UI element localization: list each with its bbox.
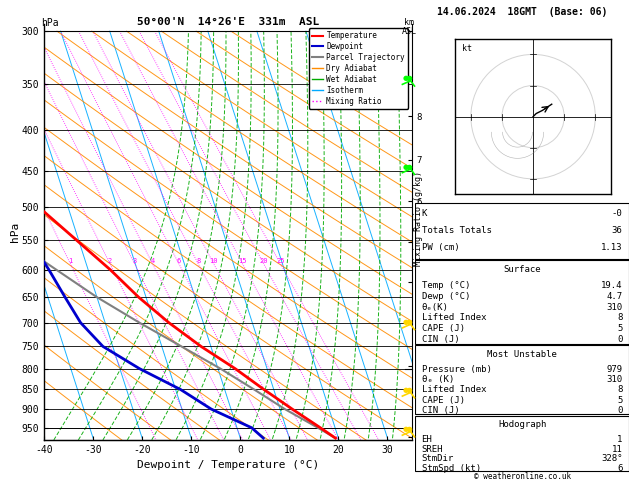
Text: -0: -0 <box>612 209 623 218</box>
Text: 10: 10 <box>209 258 218 264</box>
Text: ●: ● <box>403 75 409 82</box>
Bar <box>415 260 629 344</box>
Legend: Temperature, Dewpoint, Parcel Trajectory, Dry Adiabat, Wet Adiabat, Isotherm, Mi: Temperature, Dewpoint, Parcel Trajectory… <box>309 28 408 109</box>
Bar <box>415 203 629 259</box>
Text: CIN (J): CIN (J) <box>421 406 459 415</box>
Text: Surface: Surface <box>503 265 541 275</box>
Text: 6: 6 <box>177 258 181 264</box>
Text: 50°00'N  14°26'E  331m  ASL: 50°00'N 14°26'E 331m ASL <box>137 17 319 27</box>
Text: 20: 20 <box>260 258 268 264</box>
Text: 5: 5 <box>617 324 623 333</box>
Text: 25: 25 <box>276 258 285 264</box>
Text: 4.7: 4.7 <box>606 292 623 301</box>
Text: 1: 1 <box>68 258 72 264</box>
Text: StmSpd (kt): StmSpd (kt) <box>421 464 481 473</box>
Text: SREH: SREH <box>421 445 443 454</box>
Text: LCL: LCL <box>416 364 431 373</box>
Text: θₑ (K): θₑ (K) <box>421 375 454 384</box>
Text: CAPE (J): CAPE (J) <box>421 396 465 405</box>
Text: 1: 1 <box>617 435 623 444</box>
Text: Most Unstable: Most Unstable <box>487 350 557 359</box>
Text: © weatheronline.co.uk: © weatheronline.co.uk <box>474 472 571 481</box>
Text: Lifted Index: Lifted Index <box>421 385 486 395</box>
Text: PW (cm): PW (cm) <box>421 243 459 252</box>
Text: 6: 6 <box>617 464 623 473</box>
Text: 19.4: 19.4 <box>601 281 623 290</box>
Text: 310: 310 <box>606 302 623 312</box>
Text: 1.13: 1.13 <box>601 243 623 252</box>
Text: ●: ● <box>403 164 409 170</box>
Text: 36: 36 <box>612 226 623 235</box>
Text: 11: 11 <box>612 445 623 454</box>
Text: km
ASL: km ASL <box>401 18 416 36</box>
Text: 14.06.2024  18GMT  (Base: 06): 14.06.2024 18GMT (Base: 06) <box>437 7 607 17</box>
Text: 2: 2 <box>108 258 112 264</box>
Text: 0: 0 <box>617 335 623 344</box>
Text: EH: EH <box>421 435 432 444</box>
Text: ●: ● <box>403 387 409 393</box>
Bar <box>415 345 629 414</box>
Text: 0: 0 <box>617 406 623 415</box>
Text: Totals Totals: Totals Totals <box>421 226 491 235</box>
Y-axis label: hPa: hPa <box>10 222 20 242</box>
Text: 3: 3 <box>133 258 136 264</box>
Text: CIN (J): CIN (J) <box>421 335 459 344</box>
Text: 310: 310 <box>606 375 623 384</box>
Text: Pressure (mb): Pressure (mb) <box>421 365 491 374</box>
Text: 8: 8 <box>617 385 623 395</box>
Text: CAPE (J): CAPE (J) <box>421 324 465 333</box>
Text: Lifted Index: Lifted Index <box>421 313 486 322</box>
X-axis label: Dewpoint / Temperature (°C): Dewpoint / Temperature (°C) <box>137 460 319 470</box>
Text: Mixing Ratio (g/kg): Mixing Ratio (g/kg) <box>414 171 423 266</box>
Text: K: K <box>421 209 427 218</box>
Text: 15: 15 <box>238 258 247 264</box>
Text: 8: 8 <box>196 258 201 264</box>
Text: 979: 979 <box>606 365 623 374</box>
Text: Hodograph: Hodograph <box>498 420 546 430</box>
Text: StmDir: StmDir <box>421 454 454 463</box>
Text: kt: kt <box>462 44 472 53</box>
Text: Temp (°C): Temp (°C) <box>421 281 470 290</box>
Text: 8: 8 <box>617 313 623 322</box>
Text: 4: 4 <box>150 258 155 264</box>
Text: hPa: hPa <box>41 18 58 29</box>
Text: θₑ(K): θₑ(K) <box>421 302 448 312</box>
Bar <box>415 416 629 471</box>
Text: 5: 5 <box>617 396 623 405</box>
Text: 328°: 328° <box>601 454 623 463</box>
Text: Dewp (°C): Dewp (°C) <box>421 292 470 301</box>
Text: ●: ● <box>403 319 409 325</box>
Text: ●: ● <box>403 426 409 432</box>
